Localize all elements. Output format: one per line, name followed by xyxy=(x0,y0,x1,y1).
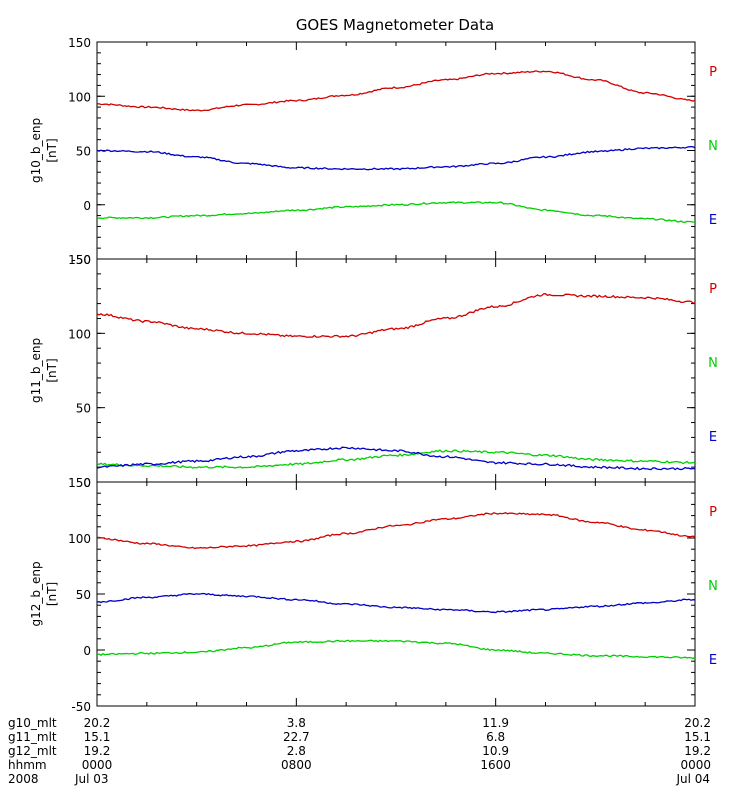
y-tick-label: 50 xyxy=(76,145,91,159)
y-tick-label: 150 xyxy=(68,36,91,50)
x-cell-value: 0800 xyxy=(281,758,312,772)
x-row-label: hhmm xyxy=(8,758,47,772)
x-cell-value: 6.8 xyxy=(486,730,505,744)
y-tick-label: -50 xyxy=(71,253,91,267)
x-row-label: g10_mlt xyxy=(8,716,57,730)
x-cell-value: Jul 04 xyxy=(675,772,710,786)
series-line-P xyxy=(96,511,696,550)
x-cell-value: 3.8 xyxy=(287,716,306,730)
y-axis-label: g10_b_enp xyxy=(29,118,43,183)
x-cell-value: 19.2 xyxy=(84,744,111,758)
panel-3: -50 0 50 100 150 g12_b_enp [nT] P N E xyxy=(29,476,718,714)
x-cell-value: 15.1 xyxy=(684,730,711,744)
series-line-E xyxy=(96,592,696,614)
x-cell-value: Jul 03 xyxy=(74,772,109,786)
series-line-E xyxy=(96,145,696,171)
x-cell-value: 2.8 xyxy=(287,744,306,758)
y-tick-label: 100 xyxy=(68,327,91,341)
y-tick-label: 0 xyxy=(83,199,91,213)
legend-N: N xyxy=(708,139,718,154)
y-tick-label: 100 xyxy=(68,532,91,546)
legend-P: P xyxy=(709,505,717,520)
x-row-label: g11_mlt xyxy=(8,730,57,744)
y-axis-unit: [nT] xyxy=(45,138,59,162)
x-cell-value: 11.9 xyxy=(482,716,509,730)
series-line-N xyxy=(96,639,696,660)
y-axis-label: g11_b_enp xyxy=(29,338,43,403)
x-cell-value: 19.2 xyxy=(684,744,711,758)
y-tick-label: 0 xyxy=(83,644,91,658)
legend-P: P xyxy=(709,65,717,80)
legend-E: E xyxy=(709,213,717,228)
x-cell-value: 22.7 xyxy=(283,730,310,744)
y-tick-label: 150 xyxy=(68,476,91,490)
chart-title: GOES Magnetometer Data xyxy=(296,16,494,34)
y-axis-unit: [nT] xyxy=(45,582,59,606)
legend-P: P xyxy=(709,282,717,297)
x-cell-value: 0000 xyxy=(82,758,113,772)
y-tick-label: 50 xyxy=(76,588,91,602)
x-cell-value: 1600 xyxy=(480,758,511,772)
y-tick-label: -50 xyxy=(71,700,91,714)
x-cell-value: 0000 xyxy=(680,758,711,772)
y-tick-label: 50 xyxy=(76,402,91,416)
legend-N: N xyxy=(708,579,718,594)
x-cell-value: 15.1 xyxy=(84,730,111,744)
x-axis-table: g10_mltg11_mltg12_mlthhmm200820.215.119.… xyxy=(8,716,711,786)
series-line-N xyxy=(96,449,696,469)
x-cell-value: 10.9 xyxy=(482,744,509,758)
x-cell-value: 20.2 xyxy=(84,716,111,730)
x-row-label: 2008 xyxy=(8,772,39,786)
series-line-P xyxy=(96,293,696,339)
series-line-P xyxy=(96,70,696,112)
x-cell-value: 20.2 xyxy=(684,716,711,730)
series-line-E xyxy=(96,446,696,471)
legend-E: E xyxy=(709,653,717,668)
y-tick-label: 0 xyxy=(83,476,91,490)
y-axis-label: g12_b_enp xyxy=(29,561,43,626)
x-row-label: g12_mlt xyxy=(8,744,57,758)
legend-N: N xyxy=(708,356,718,371)
series-line-N xyxy=(96,201,695,223)
legend-E: E xyxy=(709,430,717,445)
y-tick-label: 150 xyxy=(68,253,91,267)
y-tick-label: 100 xyxy=(68,90,91,104)
panel-1: -50 0 50 100 150 g10_b_enp [nT] P N E xyxy=(29,36,718,267)
y-axis-unit: [nT] xyxy=(45,358,59,382)
